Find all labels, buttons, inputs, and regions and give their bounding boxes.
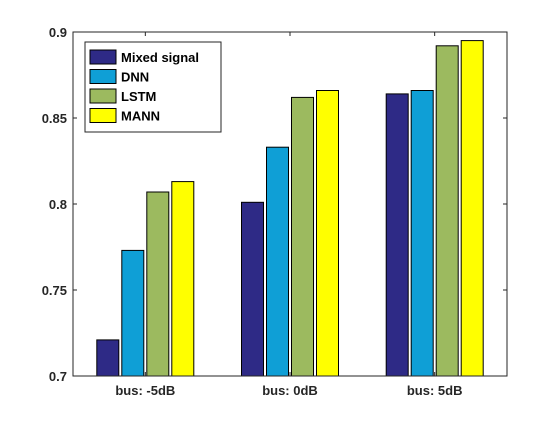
y-tick-label: 0.7 (49, 369, 67, 384)
bar-mixed-signal-3 (385, 93, 409, 377)
y-tick-label: 0.85 (42, 111, 67, 126)
y-tick-label: 0.9 (49, 25, 67, 40)
bar-dnn-1 (121, 249, 145, 377)
bar-mixed-signal-1 (96, 339, 120, 377)
legend-label: Mixed signal (121, 50, 199, 65)
bar-lstm-3 (435, 45, 459, 377)
bar-dnn-2 (266, 146, 289, 377)
x-tick-label: bus: -5dB (115, 383, 175, 398)
x-tick-label: bus: 0dB (262, 383, 318, 398)
legend-label: DNN (121, 70, 149, 85)
y-tick-label: 0.75 (42, 283, 67, 298)
bar-lstm-2 (291, 96, 314, 377)
legend-label: LSTM (121, 89, 156, 104)
legend-swatch (89, 69, 117, 84)
x-tick-label: bus: 5dB (407, 383, 463, 398)
bar-mann-3 (460, 40, 484, 377)
bar-mann-1 (171, 181, 195, 377)
y-tick-label: 0.8 (49, 197, 67, 212)
legend: Mixed signal DNN LSTM MANN (84, 41, 222, 133)
ticks-layer: bus: -5dB bus: 0dB bus: 5dB 0.7 0.75 0.8 0.85 0… (42, 25, 507, 398)
bars-layer (96, 40, 484, 377)
legend-label: MANN (121, 109, 160, 124)
bar-lstm-1 (146, 191, 170, 377)
bar-mixed-signal-2 (241, 201, 264, 377)
legend-swatch (89, 108, 117, 123)
legend-swatch (89, 88, 117, 104)
bar-mann-2 (316, 90, 339, 377)
bar-dnn-3 (410, 90, 434, 377)
legend-swatch (89, 49, 117, 65)
